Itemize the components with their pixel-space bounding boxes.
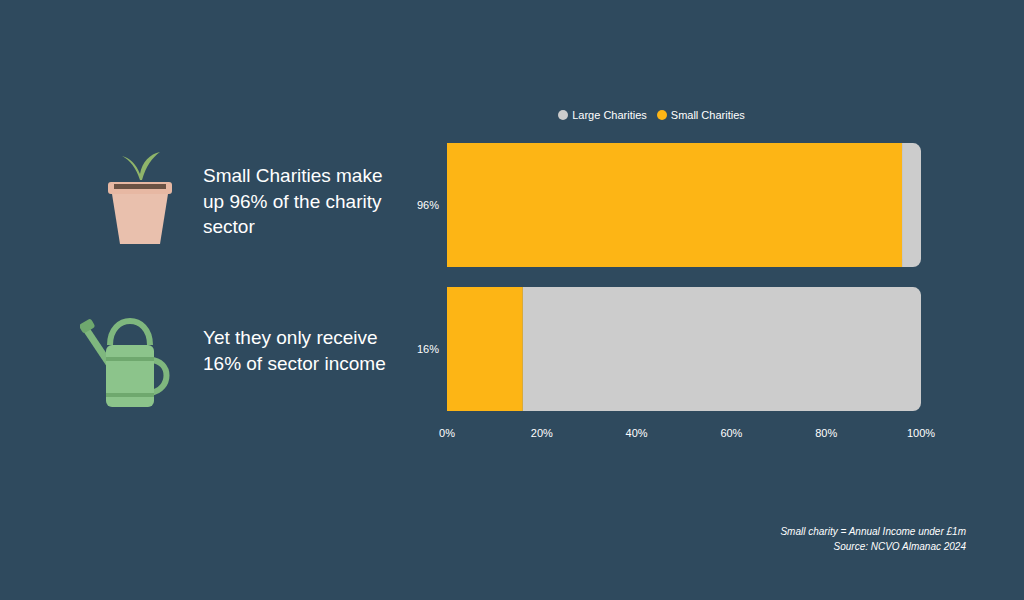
svg-text:20%: 20% bbox=[531, 427, 553, 439]
svg-text:96%: 96% bbox=[417, 199, 439, 211]
svg-text:100%: 100% bbox=[907, 427, 935, 439]
html-text:Large Charities: Large Charities bbox=[572, 109, 647, 121]
html-text:Small Charities: Small Charities bbox=[670, 109, 745, 121]
html-text:Small Charities make up 96% of: Small Charities make up 96% of the chari… bbox=[203, 165, 383, 238]
svg-text:60%: 60% bbox=[720, 427, 742, 439]
html-text:Small charity = Annual Income: Small charity = Annual Income under £1m bbox=[780, 526, 966, 537]
svg-text:16%: 16% bbox=[417, 343, 439, 355]
svg-text:80%: 80% bbox=[815, 427, 837, 439]
html-text:Source: NCVO Almanac 2024: Source: NCVO Almanac 2024 bbox=[833, 541, 966, 552]
svg-text:40%: 40% bbox=[626, 427, 648, 439]
svg-text:0%: 0% bbox=[439, 427, 455, 439]
html-text:Yet they only receive 16% of s: Yet they only receive 16% of sector inco… bbox=[203, 327, 386, 374]
